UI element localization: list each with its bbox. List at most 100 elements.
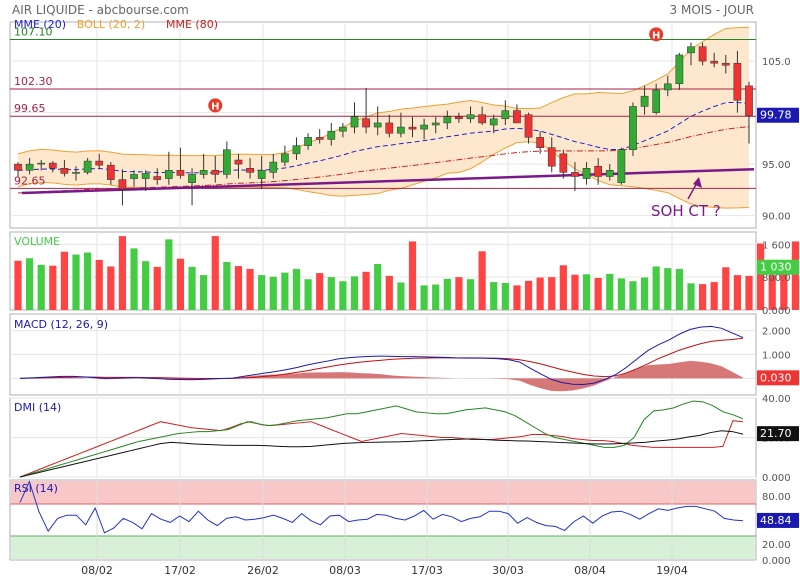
volume-bar: [640, 277, 649, 310]
dmi-value-box: [757, 426, 799, 442]
price-level-label: 102.30: [14, 75, 53, 88]
volume-bar: [200, 275, 208, 310]
adx-line: [19, 430, 744, 478]
volume-bar: [687, 283, 695, 310]
annotation-arrowhead: [693, 177, 702, 188]
candle-body: [281, 153, 289, 163]
annotation-text: SOH CT ?: [651, 202, 721, 220]
volume-bar: [478, 251, 486, 310]
candle-body: [269, 161, 278, 173]
candle-body: [246, 168, 254, 173]
volume-value-label: 1 030: [760, 261, 792, 274]
candle-body: [141, 173, 150, 179]
volume-bar: [281, 272, 289, 310]
candle-body: [176, 170, 185, 176]
bollinger-upper-line: [17, 26, 750, 157]
candle-body: [72, 172, 80, 174]
volume-bar: [223, 261, 231, 310]
x-axis-label: 17/03: [411, 564, 443, 577]
volume-y-tick: 1 600: [762, 240, 791, 251]
volume-bar: [211, 236, 219, 310]
volume-bar: [118, 236, 127, 310]
candle-body: [605, 170, 614, 177]
volume-bar: [107, 266, 115, 310]
candle-body: [153, 176, 162, 180]
high-marker-label: H: [652, 30, 660, 41]
volume-bar: [37, 264, 45, 310]
candle-body: [431, 122, 440, 126]
volume-bar: [176, 258, 185, 310]
volume-bar: [350, 276, 359, 310]
x-axis-label: 26/02: [247, 564, 279, 577]
dmi-minus-line: [19, 420, 744, 478]
volume-bar: [710, 282, 718, 310]
dmi-plus-line: [19, 400, 744, 478]
rsi-line: [19, 480, 744, 534]
candle-body: [362, 118, 370, 128]
volume-bar: [60, 251, 69, 310]
macd-line: [19, 325, 744, 386]
price-level-label: 99.65: [14, 102, 46, 115]
candle-body: [501, 110, 510, 120]
volume-bar: [757, 243, 765, 310]
candle-body: [408, 126, 417, 130]
volume-bar: [14, 260, 22, 310]
volume-bar: [385, 275, 393, 310]
candle-body: [466, 114, 475, 120]
volume-bar: [258, 275, 266, 310]
candle-body: [211, 170, 220, 175]
candle-body: [14, 163, 22, 171]
rsi-y-tick: 20.00: [762, 540, 791, 551]
volume-bar: [733, 275, 741, 310]
panel-frame-price: [9, 21, 757, 229]
volume-bar: [571, 274, 579, 310]
volume-bar: [664, 268, 672, 310]
candle-body: [571, 172, 579, 177]
dmi-legend: DMI (14): [14, 401, 61, 414]
volume-bar: [49, 265, 57, 310]
rsi-value-box: [757, 512, 799, 528]
volume-bar: [408, 241, 417, 310]
macd-histogram: [20, 360, 743, 392]
volume-bar: [524, 280, 533, 310]
price-legend: MME (80): [166, 18, 218, 31]
candle-body: [304, 137, 312, 146]
candle-body: [582, 168, 591, 179]
volume-bar: [791, 241, 800, 310]
candle-body: [478, 114, 486, 124]
macd-y-tick: 2.000: [762, 327, 791, 338]
candle-body: [130, 174, 138, 179]
volume-bar: [443, 278, 451, 310]
volume-bar: [142, 261, 150, 310]
dmi-value-label: 21.70: [760, 427, 792, 440]
volume-bar: [432, 284, 440, 310]
volume-bar: [374, 264, 382, 310]
candle-body: [164, 170, 173, 179]
volume-bar: [548, 277, 556, 310]
volume-bar: [768, 275, 776, 310]
volume-bar: [362, 271, 370, 310]
price-legend: MME (20): [14, 18, 66, 31]
rsi-oversold-zone: [11, 536, 755, 559]
price-value-box: [757, 107, 799, 123]
candle-body: [25, 163, 34, 171]
volume-bar: [95, 259, 103, 310]
candle-body: [640, 95, 649, 107]
price-level-label: 107.10: [14, 26, 53, 39]
candle-body: [629, 106, 637, 150]
mme80-line: [17, 126, 750, 194]
volume-bar: [188, 266, 196, 310]
volume-bar: [246, 268, 254, 310]
candle-body: [292, 145, 301, 155]
volume-bar: [26, 258, 34, 310]
rsi-y-tick: 0.000: [762, 556, 791, 567]
volume-y-tick: 0.000: [762, 306, 791, 317]
candle-body: [617, 149, 626, 183]
x-axis-label: 08/04: [574, 564, 606, 577]
candle-body: [223, 149, 231, 175]
chart-title: AIR LIQUIDE - abcbourse.com: [12, 3, 189, 17]
candle-body: [524, 114, 533, 138]
candle-body: [675, 54, 684, 85]
candle-body: [687, 46, 695, 54]
volume-bar: [490, 282, 498, 310]
